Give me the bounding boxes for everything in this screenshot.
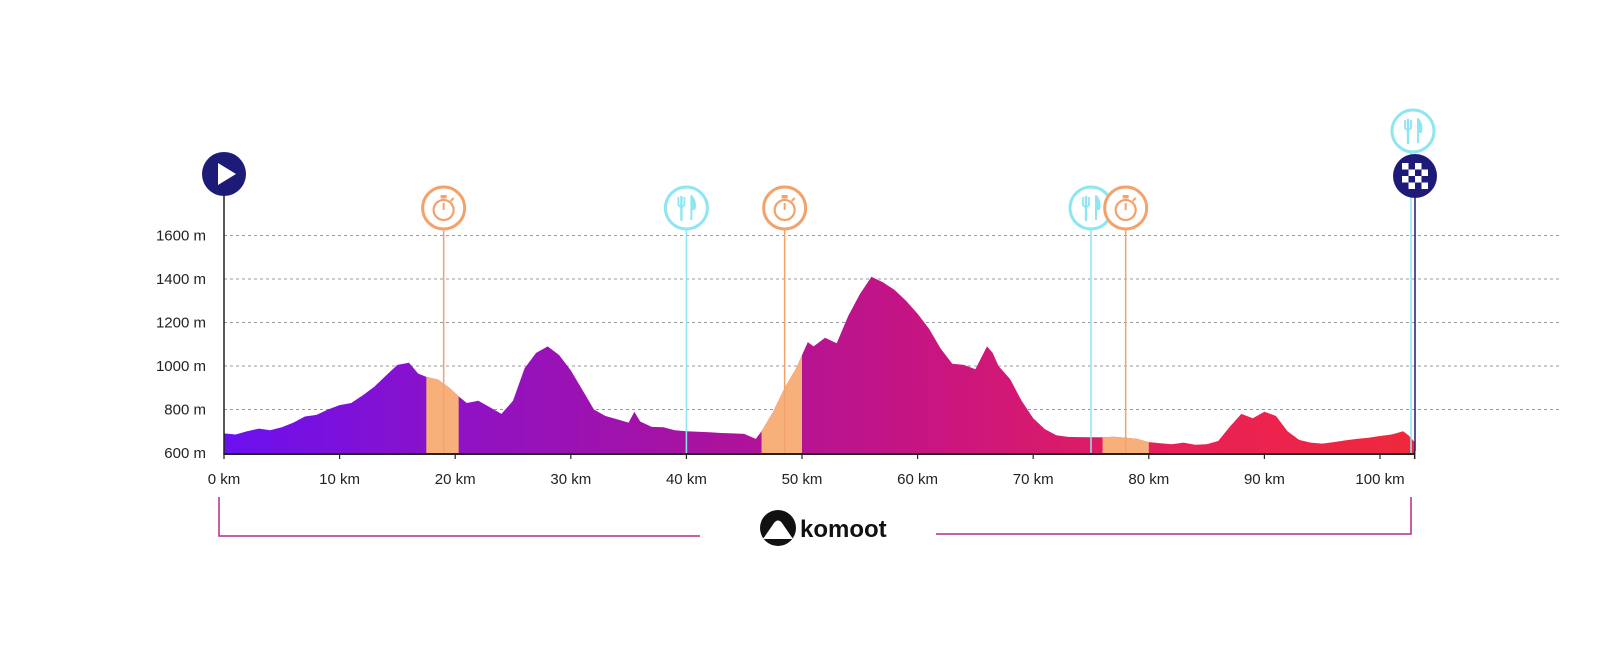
fork-knife-icon bbox=[663, 185, 709, 231]
x-tick-label: 80 km bbox=[1128, 471, 1169, 488]
y-tick-label: 800 m bbox=[164, 402, 206, 419]
x-tick-label: 10 km bbox=[319, 471, 360, 488]
x-tick-label: 50 km bbox=[782, 471, 823, 488]
x-tick-label: 0 km bbox=[208, 471, 241, 488]
elevation-area bbox=[224, 276, 1415, 453]
play-icon bbox=[202, 152, 246, 196]
stopwatch-icon bbox=[421, 185, 467, 231]
y-tick-label: 1000 m bbox=[156, 358, 206, 375]
x-tick-label: 90 km bbox=[1244, 471, 1285, 488]
x-tick-label: 70 km bbox=[1013, 471, 1054, 488]
y-tick-label: 1200 m bbox=[156, 315, 206, 332]
y-tick-label: 600 m bbox=[164, 445, 206, 462]
x-tick-label: 20 km bbox=[435, 471, 476, 488]
x-tick-label: 40 km bbox=[666, 471, 707, 488]
axes: 0 km 10 km 20 km 30 km 40 km 50 km 60 km 70 km 8… bbox=[156, 195, 1416, 488]
x-tick-label: 30 km bbox=[550, 471, 591, 488]
checkered-flag-icon bbox=[1393, 154, 1437, 198]
y-tick-label: 1400 m bbox=[156, 271, 206, 288]
stopwatch-icon bbox=[1103, 185, 1149, 231]
footer-bracket-right bbox=[936, 497, 1412, 535]
y-tick-label: 1600 m bbox=[156, 228, 206, 245]
brand-name: komoot bbox=[800, 516, 887, 543]
brand-logo: komoot bbox=[760, 510, 887, 546]
x-tick-label: 100 km bbox=[1355, 471, 1404, 488]
fork-knife-icon bbox=[1390, 108, 1436, 154]
marker-lines bbox=[442, 153, 1416, 453]
x-tick-label: 60 km bbox=[897, 471, 938, 488]
markers bbox=[202, 108, 1437, 231]
stopwatch-icon bbox=[762, 185, 808, 231]
footer-bracket-left bbox=[218, 497, 700, 537]
komoot-logo-mountain bbox=[763, 520, 793, 539]
footer-bracket bbox=[218, 497, 1412, 537]
